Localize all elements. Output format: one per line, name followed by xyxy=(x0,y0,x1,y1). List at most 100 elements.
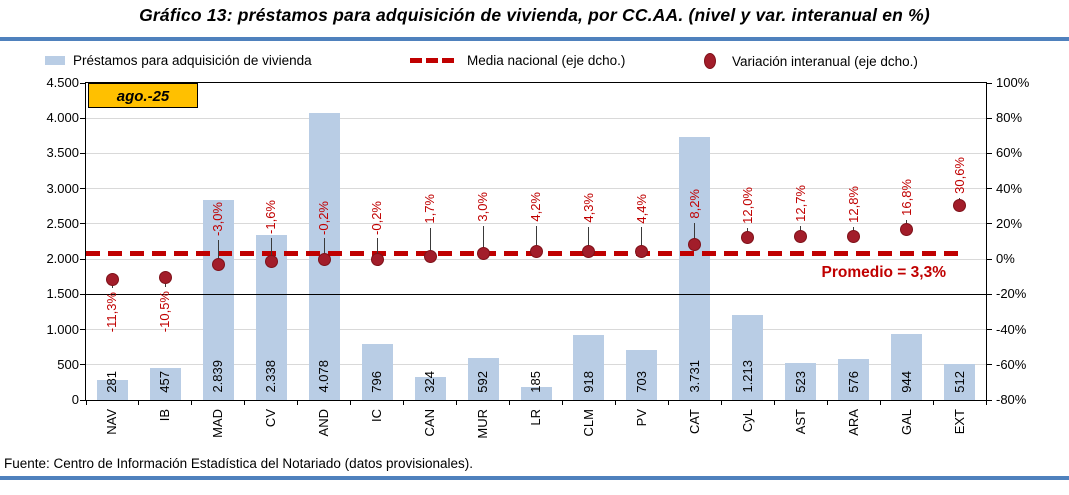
left-axis-tick-label: 4.500 xyxy=(46,75,79,90)
label-leader-line xyxy=(164,281,166,287)
left-axis-tick-label: 3.000 xyxy=(46,180,79,196)
bar xyxy=(838,359,870,400)
left-axis-tick xyxy=(80,223,86,225)
variation-dot xyxy=(476,247,490,261)
category-label: EXT xyxy=(951,409,967,435)
bar-value-label: 512 xyxy=(951,371,967,393)
category-label: AND xyxy=(316,409,332,437)
variation-value-label: -10,5% xyxy=(157,290,173,332)
variation-dot xyxy=(264,255,278,269)
variation-value-label: 4,4% xyxy=(633,193,649,224)
left-axis-tick xyxy=(80,364,86,366)
label-leader-line xyxy=(482,225,484,250)
label-leader-line xyxy=(323,238,325,256)
right-axis-tick xyxy=(986,82,992,84)
gridline xyxy=(86,329,986,331)
category-label: CAT xyxy=(686,409,702,435)
variation-value-label: 16,8% xyxy=(898,178,914,216)
gridline xyxy=(86,258,986,260)
label-leader-line xyxy=(800,225,802,233)
category-axis-tick xyxy=(191,400,193,405)
variation-value-label: 12,8% xyxy=(845,185,861,223)
left-axis-tick xyxy=(80,293,86,295)
right-axis-tick-label: 60% xyxy=(996,145,1023,161)
variation-value-label: 30,6% xyxy=(951,157,967,195)
bar-value-label: 281 xyxy=(104,371,120,393)
variation-dot xyxy=(211,257,225,271)
variation-value-label: 3,0% xyxy=(475,192,491,222)
bar-value-label: 4.078 xyxy=(316,360,332,393)
bar-value-label: 324 xyxy=(422,371,438,393)
left-axis-tick xyxy=(80,152,86,154)
dot-marker-icon xyxy=(704,53,716,69)
right-axis-tick xyxy=(986,188,992,190)
variation-value-label: -0,2% xyxy=(369,200,385,235)
promedio-annotation: Promedio = 3,3% xyxy=(821,264,946,281)
legend-label-prestamos: Préstamos para adquisición de vivienda xyxy=(73,53,312,68)
footer-divider-rule xyxy=(0,476,1069,480)
variation-dot xyxy=(635,244,649,258)
left-axis-tick xyxy=(80,399,86,401)
right-axis-tick xyxy=(986,152,992,154)
bar xyxy=(520,386,552,400)
category-axis-tick xyxy=(667,400,669,405)
gridline xyxy=(86,188,986,190)
category-label: MAD xyxy=(210,409,226,438)
right-axis-tick xyxy=(986,293,992,295)
legend-label-media-nacional: Media nacional (eje dcho.) xyxy=(467,53,626,68)
bar-swatch-icon xyxy=(45,56,65,65)
left-axis-tick-label: 1.000 xyxy=(46,321,79,337)
category-label: CLM xyxy=(580,409,596,437)
chart-title: Gráfico 13: préstamos para adquisición d… xyxy=(139,5,930,25)
variation-value-label: -11,3% xyxy=(104,292,120,333)
variation-value-label: -0,2% xyxy=(316,200,332,235)
bar-value-label: 944 xyxy=(898,371,914,393)
legend-item-media-nacional: Media nacional (eje dcho.) xyxy=(410,53,625,68)
variation-dot xyxy=(423,249,437,263)
category-axis-tick xyxy=(403,400,405,405)
bar-value-label: 703 xyxy=(633,371,649,393)
plot-area: ago.-25 Promedio = 3,3% 0 500 1.000 1.500 2.… xyxy=(46,75,1029,439)
right-axis-tick xyxy=(986,223,992,225)
category-label: ARA xyxy=(845,409,861,436)
category-label: NAV xyxy=(104,409,120,435)
category-label: AST xyxy=(792,409,808,435)
variation-dot xyxy=(688,238,702,252)
right-axis-tick-label: -20% xyxy=(996,286,1027,302)
right-axis-tick xyxy=(986,364,992,366)
variation-value-label: 1,7% xyxy=(422,194,438,225)
right-axis-tick-label: -40% xyxy=(996,321,1027,337)
label-leader-line xyxy=(535,225,537,248)
left-axis-tick-label: 0 xyxy=(71,392,79,407)
media-nacional-dashed-line xyxy=(86,250,961,256)
label-leader-line xyxy=(906,219,908,226)
bar xyxy=(361,343,393,400)
bar xyxy=(202,200,234,400)
category-label: CAN xyxy=(422,409,438,437)
variation-value-label: -3,0% xyxy=(210,202,226,237)
left-axis-tick xyxy=(80,188,86,190)
variation-dot xyxy=(900,223,914,237)
variation-value-label: 4,2% xyxy=(528,192,543,222)
left-axis-tick xyxy=(80,82,86,84)
right-axis-tick-label: 40% xyxy=(996,180,1023,196)
bar xyxy=(785,363,817,400)
bar xyxy=(891,333,923,400)
variation-dot xyxy=(105,272,119,286)
category-label: IC xyxy=(369,409,385,422)
right-axis-tick-label: 80% xyxy=(996,110,1023,126)
bar-value-label: 457 xyxy=(157,371,173,393)
right-axis-tick xyxy=(986,258,992,260)
secondary-axis-line xyxy=(86,293,986,295)
variation-value-label: 8,2% xyxy=(686,189,702,219)
variation-dot xyxy=(370,252,384,266)
variation-value-label: 4,3% xyxy=(580,192,596,223)
gridline xyxy=(86,117,986,119)
label-leader-line xyxy=(588,226,590,248)
category-axis-tick xyxy=(826,400,828,405)
right-axis-tick-label: 20% xyxy=(996,215,1023,231)
category-axis-tick xyxy=(297,400,299,405)
right-axis-tick-label: 100% xyxy=(996,75,1030,90)
bar xyxy=(96,380,128,400)
